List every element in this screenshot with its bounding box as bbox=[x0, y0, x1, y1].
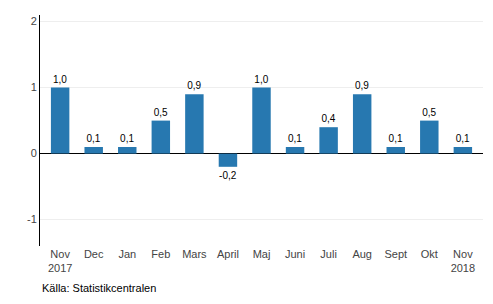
svg-text:Feb: Feb bbox=[151, 248, 170, 260]
svg-text:1: 1 bbox=[31, 81, 37, 93]
svg-text:Jan: Jan bbox=[118, 248, 136, 260]
svg-text:April: April bbox=[217, 248, 239, 260]
svg-text:0,9: 0,9 bbox=[187, 80, 201, 91]
svg-text:Okt: Okt bbox=[421, 248, 438, 260]
svg-text:0,5: 0,5 bbox=[154, 107, 168, 118]
svg-text:-1: -1 bbox=[27, 213, 37, 225]
svg-text:0,5: 0,5 bbox=[422, 107, 436, 118]
svg-text:0,4: 0,4 bbox=[321, 113, 335, 124]
svg-text:0: 0 bbox=[31, 147, 37, 159]
svg-text:1,0: 1,0 bbox=[53, 74, 67, 85]
svg-text:Nov2018: Nov2018 bbox=[451, 248, 475, 274]
svg-text:0,1: 0,1 bbox=[389, 133, 403, 144]
svg-text:Källa: Statistikcentralen: Källa: Statistikcentralen bbox=[42, 282, 156, 294]
svg-text:Maj: Maj bbox=[253, 248, 271, 260]
svg-text:0,1: 0,1 bbox=[87, 133, 101, 144]
svg-text:Dec: Dec bbox=[84, 248, 104, 260]
svg-text:Mars: Mars bbox=[182, 248, 207, 260]
svg-text:-0,2: -0,2 bbox=[219, 170, 237, 181]
svg-text:1,0: 1,0 bbox=[254, 74, 268, 85]
svg-text:Aug: Aug bbox=[352, 248, 372, 260]
svg-text:Juni: Juni bbox=[285, 248, 305, 260]
svg-text:Juli: Juli bbox=[320, 248, 337, 260]
svg-text:Nov2017: Nov2017 bbox=[48, 248, 72, 274]
svg-text:0,9: 0,9 bbox=[355, 80, 369, 91]
svg-text:2: 2 bbox=[31, 15, 37, 27]
svg-text:0,1: 0,1 bbox=[120, 133, 134, 144]
svg-text:0,1: 0,1 bbox=[288, 133, 302, 144]
svg-text:0,1: 0,1 bbox=[456, 133, 470, 144]
svg-text:Sept: Sept bbox=[384, 248, 407, 260]
